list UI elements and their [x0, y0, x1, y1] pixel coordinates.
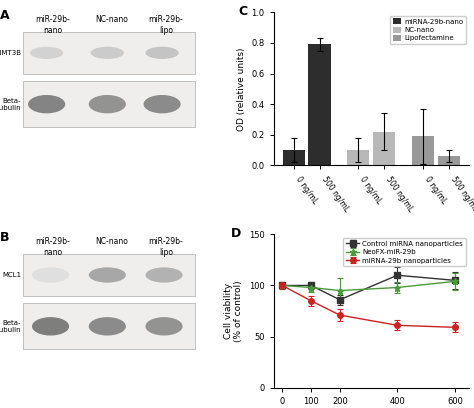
- Text: B: B: [0, 231, 9, 244]
- Text: C: C: [238, 4, 247, 18]
- Ellipse shape: [32, 317, 69, 335]
- Text: MCL1: MCL1: [2, 272, 21, 278]
- Ellipse shape: [89, 317, 126, 335]
- Ellipse shape: [91, 47, 124, 59]
- Text: miR-29b-
lipo: miR-29b- lipo: [149, 237, 183, 257]
- Text: A: A: [0, 9, 9, 22]
- Ellipse shape: [32, 267, 69, 283]
- Ellipse shape: [30, 47, 64, 59]
- FancyBboxPatch shape: [23, 81, 195, 127]
- Bar: [283, 150, 305, 166]
- Ellipse shape: [144, 95, 181, 113]
- Bar: [309, 44, 330, 166]
- Text: Beta-
tubulin: Beta- tubulin: [0, 320, 21, 333]
- Text: DNMT3B: DNMT3B: [0, 50, 21, 56]
- Text: D: D: [230, 227, 241, 240]
- Text: miR-29b-
lipo: miR-29b- lipo: [149, 16, 183, 35]
- Legend: Control miRNA nanoparticles, NeoFX-miR-29b, miRNA-29b nanoparticles: Control miRNA nanoparticles, NeoFX-miR-2…: [343, 238, 466, 266]
- FancyBboxPatch shape: [23, 32, 195, 73]
- Y-axis label: Cell viability
(% of control): Cell viability (% of control): [224, 280, 243, 342]
- Ellipse shape: [146, 267, 182, 283]
- Bar: [374, 132, 395, 166]
- Ellipse shape: [28, 95, 65, 113]
- Bar: [412, 136, 434, 166]
- Text: miR-29b-
nano: miR-29b- nano: [35, 237, 70, 257]
- Text: miR-29b-
nano: miR-29b- nano: [35, 16, 70, 35]
- Text: NC-nano: NC-nano: [95, 237, 128, 246]
- Bar: [438, 156, 460, 166]
- Bar: [347, 150, 370, 166]
- FancyBboxPatch shape: [23, 254, 195, 296]
- Ellipse shape: [89, 267, 126, 283]
- Y-axis label: OD (relative units): OD (relative units): [237, 47, 246, 131]
- Text: NC-nano: NC-nano: [95, 16, 128, 24]
- Legend: miRNA-29b-nano, NC-nano, Lipofectamine: miRNA-29b-nano, NC-nano, Lipofectamine: [390, 16, 466, 44]
- Ellipse shape: [146, 47, 179, 59]
- Ellipse shape: [89, 95, 126, 113]
- Ellipse shape: [146, 317, 182, 335]
- Text: Beta-
tubulin: Beta- tubulin: [0, 98, 21, 111]
- FancyBboxPatch shape: [23, 303, 195, 349]
